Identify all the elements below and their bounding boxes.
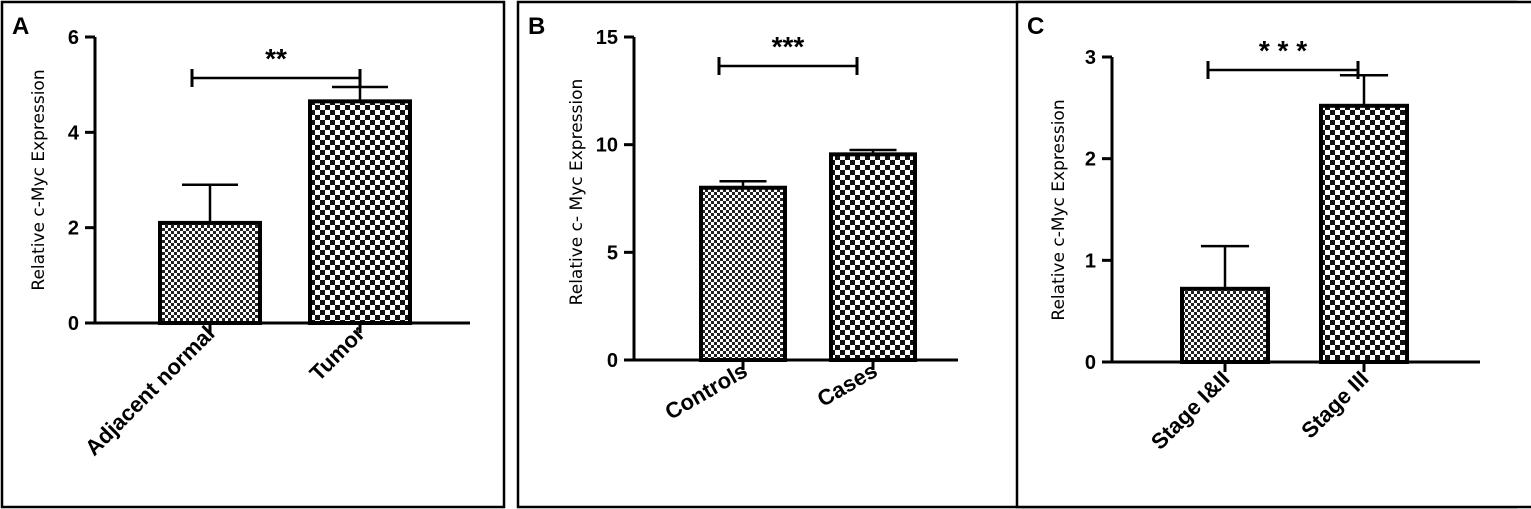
y-tick-label: 10	[596, 135, 618, 157]
bar	[1319, 103, 1409, 365]
y-tick-label: 15	[596, 27, 618, 49]
panel-frame	[1015, 0, 1531, 509]
y-tick-label: 4	[68, 122, 80, 144]
panel-letter: A	[12, 13, 29, 40]
y-tick-label: 2	[68, 218, 79, 240]
y-axis-label: Relative c-Myc Expression	[29, 69, 49, 290]
y-tick-label: 0	[607, 350, 618, 372]
bar	[308, 99, 412, 325]
y-tick-label: 0	[68, 313, 79, 335]
bar	[699, 185, 787, 362]
bar	[1180, 286, 1270, 364]
significance-label: ***	[772, 31, 805, 62]
bar	[158, 220, 262, 325]
y-tick-label: 3	[1085, 47, 1096, 69]
y-tick-label: 0	[1085, 352, 1096, 374]
y-axis-label: Relative c-Myc Expression	[1049, 99, 1069, 320]
y-tick-label: 6	[68, 27, 79, 49]
panel-letter: C	[1027, 13, 1044, 40]
panel-letter: B	[528, 13, 545, 40]
y-axis-label: Relative c- Myc Expression	[567, 79, 587, 306]
significance-label: **	[265, 43, 287, 74]
y-tick-label: 1	[1085, 250, 1096, 272]
significance-label: * * *	[1259, 35, 1307, 66]
y-tick-label: 5	[607, 242, 618, 264]
bar	[829, 152, 917, 362]
y-tick-label: 2	[1085, 149, 1096, 171]
